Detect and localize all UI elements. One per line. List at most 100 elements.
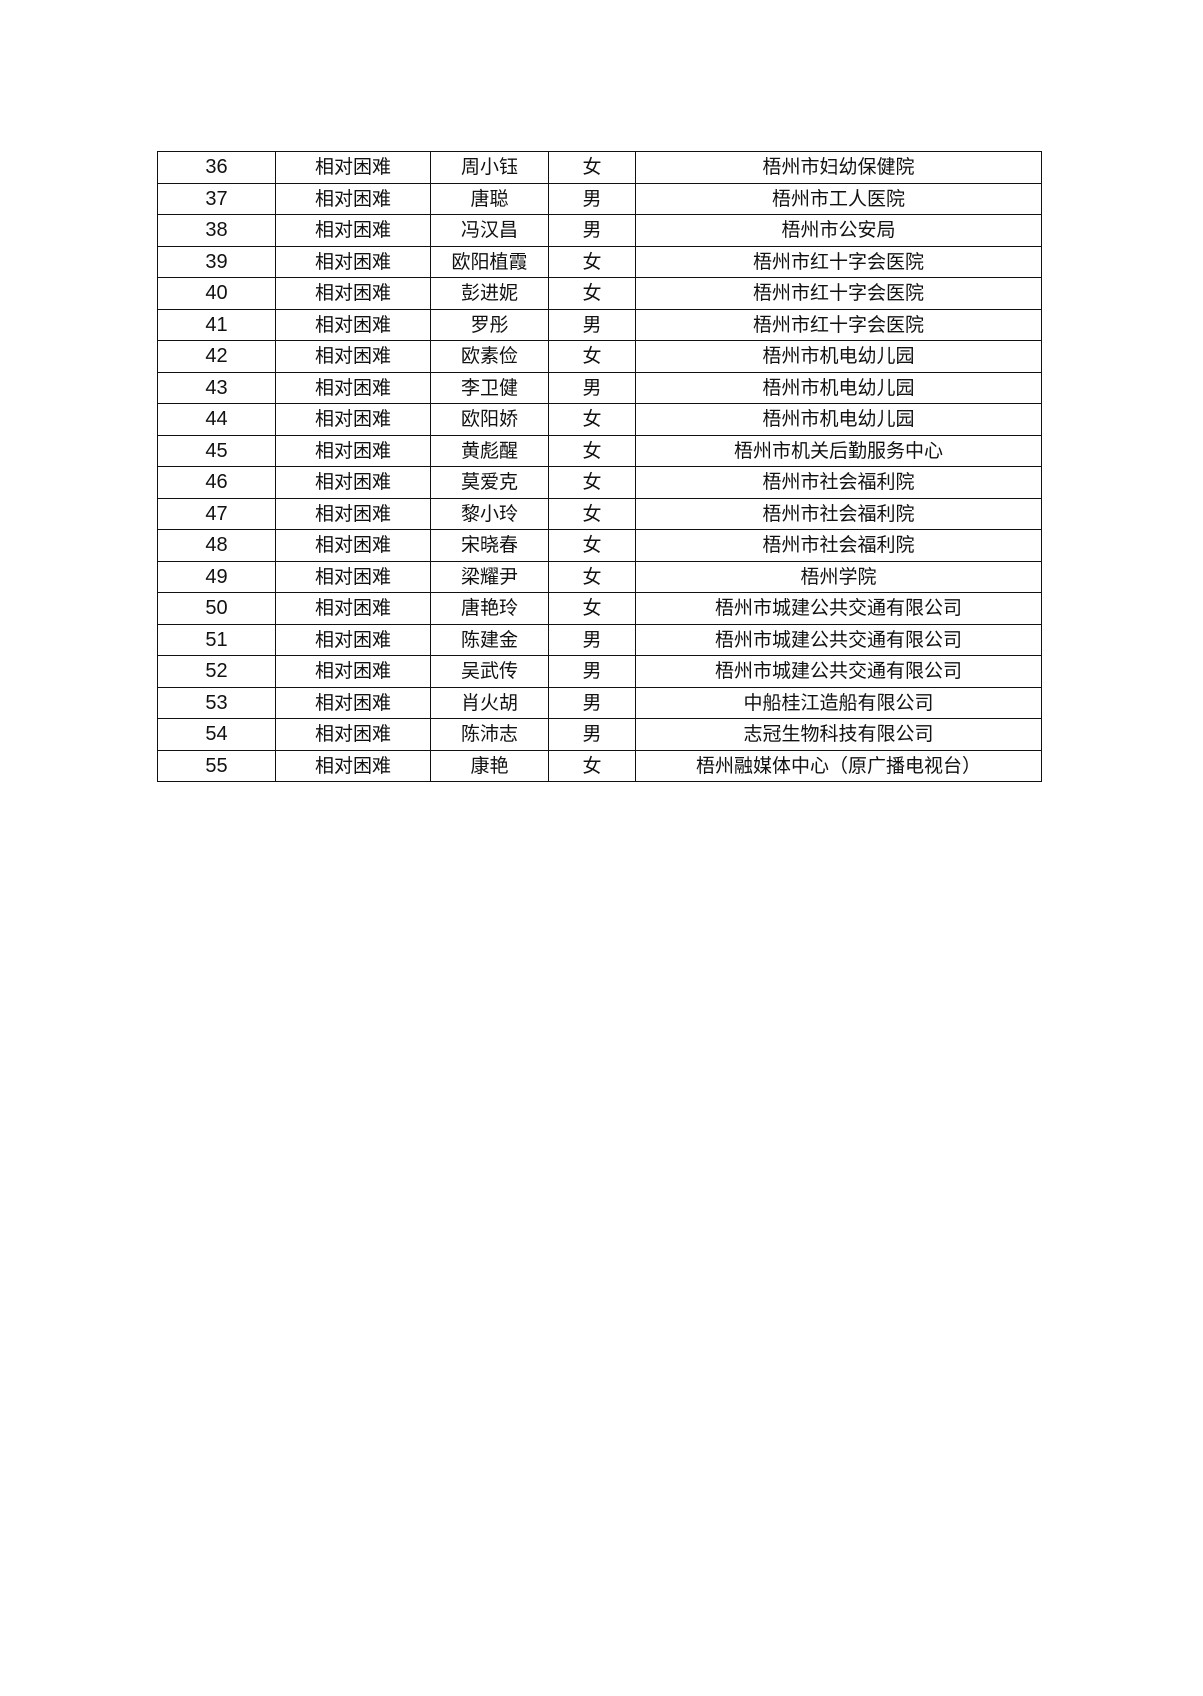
table-row: 55 相对困难 康艳女梧州融媒体中心（原广播电视台） xyxy=(157,749,1042,782)
table-row: 53 相对困难 肖火胡男中船桂江造船有限公司 xyxy=(157,686,1042,719)
row-number-cell: 37 xyxy=(157,182,276,215)
row-number-cell: 48 xyxy=(157,529,276,562)
person-name-cell: 宋晓春 xyxy=(430,529,549,562)
work-unit-cell: 梧州市社会福利院 xyxy=(635,466,1042,499)
difficulty-level-cell: 相对困难 xyxy=(275,560,431,593)
work-unit-cell: 梧州市城建公共交通有限公司 xyxy=(635,655,1042,688)
row-number-cell: 52 xyxy=(157,655,276,688)
gender-cell: 男 xyxy=(548,182,636,215)
table-row: 45 相对困难 黄彪醒女梧州市机关后勤服务中心 xyxy=(157,434,1042,467)
person-name-cell: 黎小玲 xyxy=(430,497,549,530)
work-unit-cell: 梧州市机电幼儿园 xyxy=(635,371,1042,404)
person-name-cell: 梁耀尹 xyxy=(430,560,549,593)
person-name-cell: 周小钰 xyxy=(430,151,549,184)
recipient-table: 36 相对困难 周小钰女梧州市妇幼保健院 37 相对困难 唐聪男梧州市工人医院 38 相对困难… xyxy=(157,151,1042,782)
gender-cell: 女 xyxy=(548,749,636,782)
gender-cell: 女 xyxy=(548,340,636,373)
person-name-cell: 唐聪 xyxy=(430,182,549,215)
work-unit-cell: 梧州市机电幼儿园 xyxy=(635,403,1042,436)
row-number-cell: 50 xyxy=(157,592,276,625)
gender-cell: 男 xyxy=(548,308,636,341)
work-unit-cell: 志冠生物科技有限公司 xyxy=(635,718,1042,751)
work-unit-cell: 梧州市城建公共交通有限公司 xyxy=(635,592,1042,625)
gender-cell: 女 xyxy=(548,245,636,278)
work-unit-cell: 梧州市红十字会医院 xyxy=(635,277,1042,310)
row-number-cell: 55 xyxy=(157,749,276,782)
gender-cell: 男 xyxy=(548,686,636,719)
gender-cell: 男 xyxy=(548,371,636,404)
row-number-cell: 44 xyxy=(157,403,276,436)
work-unit-cell: 梧州融媒体中心（原广播电视台） xyxy=(635,749,1042,782)
gender-cell: 男 xyxy=(548,655,636,688)
person-name-cell: 李卫健 xyxy=(430,371,549,404)
table-row: 46 相对困难 莫爱克女梧州市社会福利院 xyxy=(157,466,1042,499)
gender-cell: 女 xyxy=(548,560,636,593)
work-unit-cell: 梧州学院 xyxy=(635,560,1042,593)
person-name-cell: 欧阳植霞 xyxy=(430,245,549,278)
row-number-cell: 43 xyxy=(157,371,276,404)
gender-cell: 女 xyxy=(548,151,636,184)
gender-cell: 女 xyxy=(548,497,636,530)
work-unit-cell: 梧州市红十字会医院 xyxy=(635,308,1042,341)
person-name-cell: 陈沛志 xyxy=(430,718,549,751)
work-unit-cell: 梧州市工人医院 xyxy=(635,182,1042,215)
row-number-cell: 45 xyxy=(157,434,276,467)
gender-cell: 男 xyxy=(548,623,636,656)
work-unit-cell: 梧州市机关后勤服务中心 xyxy=(635,434,1042,467)
table-row: 49 相对困难 梁耀尹女梧州学院 xyxy=(157,560,1042,593)
person-name-cell: 罗彤 xyxy=(430,308,549,341)
difficulty-level-cell: 相对困难 xyxy=(275,403,431,436)
table-row: 41 相对困难 罗彤男梧州市红十字会医院 xyxy=(157,308,1042,341)
difficulty-level-cell: 相对困难 xyxy=(275,592,431,625)
row-number-cell: 51 xyxy=(157,623,276,656)
table-row: 50 相对困难 唐艳玲女梧州市城建公共交通有限公司 xyxy=(157,592,1042,625)
table-row: 43 相对困难 李卫健男梧州市机电幼儿园 xyxy=(157,371,1042,404)
gender-cell: 女 xyxy=(548,277,636,310)
difficulty-level-cell: 相对困难 xyxy=(275,214,431,247)
table-row: 54 相对困难 陈沛志男志冠生物科技有限公司 xyxy=(157,718,1042,751)
person-name-cell: 欧素俭 xyxy=(430,340,549,373)
table-row: 44 相对困难 欧阳娇女梧州市机电幼儿园 xyxy=(157,403,1042,436)
row-number-cell: 54 xyxy=(157,718,276,751)
person-name-cell: 唐艳玲 xyxy=(430,592,549,625)
work-unit-cell: 梧州市红十字会医院 xyxy=(635,245,1042,278)
person-name-cell: 康艳 xyxy=(430,749,549,782)
difficulty-level-cell: 相对困难 xyxy=(275,529,431,562)
work-unit-cell: 梧州市城建公共交通有限公司 xyxy=(635,623,1042,656)
person-name-cell: 陈建金 xyxy=(430,623,549,656)
row-number-cell: 41 xyxy=(157,308,276,341)
table-row: 47 相对困难 黎小玲女梧州市社会福利院 xyxy=(157,497,1042,530)
row-number-cell: 49 xyxy=(157,560,276,593)
row-number-cell: 38 xyxy=(157,214,276,247)
difficulty-level-cell: 相对困难 xyxy=(275,749,431,782)
row-number-cell: 39 xyxy=(157,245,276,278)
person-name-cell: 吴武传 xyxy=(430,655,549,688)
difficulty-level-cell: 相对困难 xyxy=(275,686,431,719)
work-unit-cell: 梧州市妇幼保健院 xyxy=(635,151,1042,184)
row-number-cell: 53 xyxy=(157,686,276,719)
person-name-cell: 肖火胡 xyxy=(430,686,549,719)
difficulty-level-cell: 相对困难 xyxy=(275,371,431,404)
gender-cell: 男 xyxy=(548,718,636,751)
difficulty-level-cell: 相对困难 xyxy=(275,718,431,751)
person-name-cell: 黄彪醒 xyxy=(430,434,549,467)
difficulty-level-cell: 相对困难 xyxy=(275,466,431,499)
person-name-cell: 冯汉昌 xyxy=(430,214,549,247)
difficulty-level-cell: 相对困难 xyxy=(275,245,431,278)
table-row: 37 相对困难 唐聪男梧州市工人医院 xyxy=(157,182,1042,215)
row-number-cell: 47 xyxy=(157,497,276,530)
table-row: 42 相对困难 欧素俭女梧州市机电幼儿园 xyxy=(157,340,1042,373)
table-row: 39 相对困难 欧阳植霞女梧州市红十字会医院 xyxy=(157,245,1042,278)
work-unit-cell: 梧州市公安局 xyxy=(635,214,1042,247)
table-row: 38 相对困难 冯汉昌男梧州市公安局 xyxy=(157,214,1042,247)
gender-cell: 女 xyxy=(548,529,636,562)
table-row: 40 相对困难 彭进妮女梧州市红十字会医院 xyxy=(157,277,1042,310)
gender-cell: 女 xyxy=(548,434,636,467)
table-row: 48 相对困难 宋晓春女梧州市社会福利院 xyxy=(157,529,1042,562)
work-unit-cell: 梧州市社会福利院 xyxy=(635,529,1042,562)
work-unit-cell: 中船桂江造船有限公司 xyxy=(635,686,1042,719)
gender-cell: 男 xyxy=(548,214,636,247)
row-number-cell: 36 xyxy=(157,151,276,184)
person-name-cell: 彭进妮 xyxy=(430,277,549,310)
row-number-cell: 46 xyxy=(157,466,276,499)
